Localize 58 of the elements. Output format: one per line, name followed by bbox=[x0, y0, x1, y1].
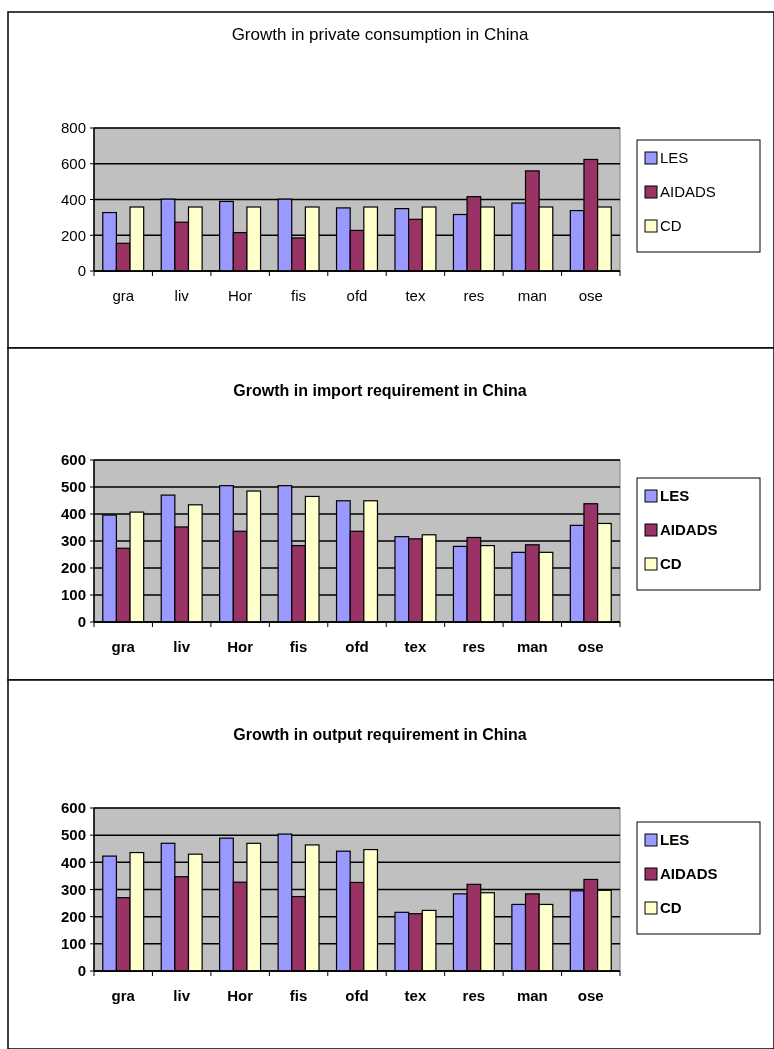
legend-label: AIDADS bbox=[660, 183, 716, 201]
x-tick-label: Hor bbox=[227, 638, 254, 655]
y-tick-label: 0 bbox=[77, 962, 86, 980]
chart-title: Growth in private consumption in China bbox=[231, 25, 529, 44]
x-tick-label: liv bbox=[174, 287, 190, 304]
y-tick-label: 300 bbox=[60, 880, 86, 898]
legend-label: LES bbox=[660, 487, 690, 505]
y-tick-label: 800 bbox=[60, 119, 86, 137]
legend-label: CD bbox=[660, 555, 682, 573]
legend-label: AIDADS bbox=[660, 865, 718, 883]
x-tick-label: liv bbox=[173, 638, 191, 655]
x-tick-label: ofd bbox=[345, 987, 369, 1004]
x-tick-label: ose bbox=[577, 987, 604, 1004]
chart-title: Growth in import requirement in China bbox=[233, 382, 527, 399]
x-tick-label: fis bbox=[291, 287, 307, 304]
x-tick-label: ose bbox=[577, 638, 604, 655]
y-tick-label: 200 bbox=[60, 226, 86, 244]
y-tick-label: 600 bbox=[60, 155, 86, 172]
x-tick-label: gra bbox=[112, 287, 135, 304]
legend-label: AIDADS bbox=[660, 521, 718, 539]
x-tick-label: Hor bbox=[227, 987, 254, 1004]
x-tick-label: tex bbox=[404, 987, 427, 1004]
y-tick-label: 0 bbox=[77, 262, 86, 280]
y-tick-label: 400 bbox=[60, 505, 86, 523]
y-tick-label: 600 bbox=[60, 799, 86, 817]
x-tick-label: gra bbox=[111, 638, 136, 655]
x-tick-label: res bbox=[462, 987, 486, 1004]
x-tick-label: man bbox=[516, 987, 548, 1004]
x-tick-label: ofd bbox=[345, 638, 369, 655]
x-tick-label: res bbox=[463, 287, 485, 304]
x-tick-label: gra bbox=[111, 987, 136, 1004]
y-tick-label: 400 bbox=[60, 190, 86, 208]
y-tick-label: 400 bbox=[60, 853, 86, 871]
x-tick-label: tex bbox=[405, 287, 426, 304]
y-tick-label: 0 bbox=[77, 613, 86, 631]
y-tick-label: 300 bbox=[60, 532, 86, 550]
y-tick-label: 100 bbox=[60, 935, 86, 953]
x-tick-label: ofd bbox=[346, 287, 368, 304]
x-tick-label: man bbox=[516, 638, 548, 655]
y-tick-label: 200 bbox=[60, 907, 86, 925]
chart-title: Growth in output requirement in China bbox=[233, 726, 527, 743]
y-tick-label: 500 bbox=[60, 826, 86, 844]
x-tick-label: fis bbox=[289, 987, 308, 1004]
x-tick-label: tex bbox=[404, 638, 427, 655]
y-tick-label: 600 bbox=[60, 451, 86, 469]
x-tick-label: Hor bbox=[228, 287, 253, 304]
y-tick-label: 100 bbox=[60, 586, 86, 604]
x-tick-label: res bbox=[462, 638, 486, 655]
legend-label: LES bbox=[660, 149, 689, 167]
x-tick-label: fis bbox=[289, 638, 308, 655]
x-tick-label: liv bbox=[173, 987, 191, 1004]
y-tick-label: 200 bbox=[60, 559, 86, 577]
legend-label: LES bbox=[660, 831, 690, 849]
x-tick-label: man bbox=[517, 287, 547, 304]
y-tick-label: 500 bbox=[60, 478, 86, 496]
legend-label: CD bbox=[660, 899, 682, 917]
x-tick-label: ose bbox=[578, 287, 603, 304]
legend-label: CD bbox=[660, 217, 682, 235]
